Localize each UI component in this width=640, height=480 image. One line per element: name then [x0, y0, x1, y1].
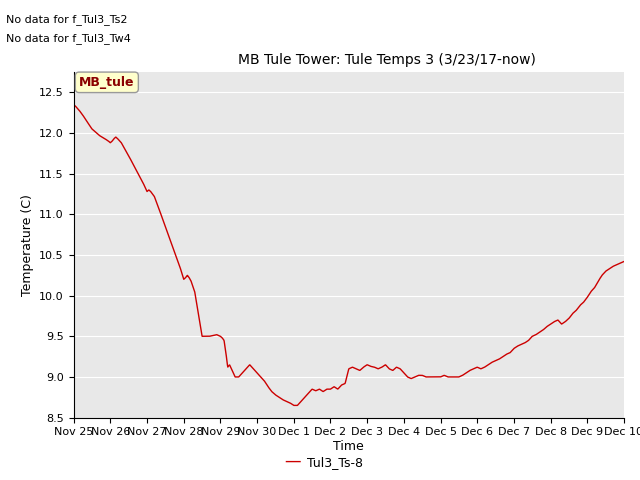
Text: No data for f_Tul3_Ts2: No data for f_Tul3_Ts2 [6, 13, 128, 24]
Text: MB_tule: MB_tule [79, 76, 134, 89]
Text: Tul3_Ts-8: Tul3_Ts-8 [307, 456, 364, 468]
Text: —: — [284, 452, 301, 469]
X-axis label: Time: Time [333, 440, 364, 453]
Y-axis label: Temperature (C): Temperature (C) [20, 194, 33, 296]
Text: No data for f_Tul3_Tw4: No data for f_Tul3_Tw4 [6, 33, 131, 44]
Title: MB Tule Tower: Tule Temps 3 (3/23/17-now): MB Tule Tower: Tule Temps 3 (3/23/17-now… [238, 53, 536, 67]
